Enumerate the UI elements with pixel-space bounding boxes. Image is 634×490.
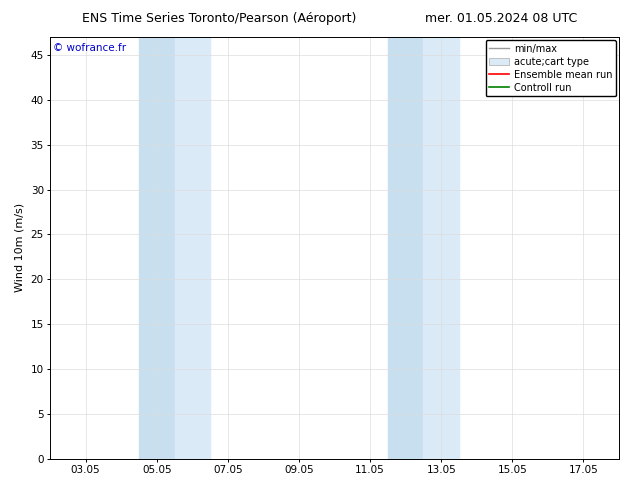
Bar	[424, 37, 459, 459]
Text: ENS Time Series Toronto/Pearson (Aéroport): ENS Time Series Toronto/Pearson (Aéropor…	[82, 12, 357, 25]
Bar	[139, 37, 174, 459]
Bar	[174, 37, 210, 459]
Bar	[388, 37, 424, 459]
Text: mer. 01.05.2024 08 UTC: mer. 01.05.2024 08 UTC	[425, 12, 577, 25]
Text: © wofrance.fr: © wofrance.fr	[53, 44, 126, 53]
Y-axis label: Wind 10m (m/s): Wind 10m (m/s)	[15, 203, 25, 293]
Legend: min/max, acute;cart type, Ensemble mean run, Controll run: min/max, acute;cart type, Ensemble mean …	[486, 40, 616, 97]
